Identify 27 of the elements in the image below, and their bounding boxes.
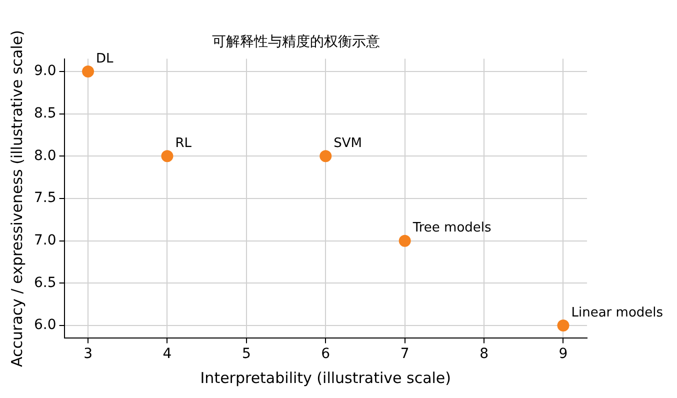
y-tick-label: 8.0: [34, 148, 56, 164]
annotation: Tree models: [412, 220, 492, 236]
annotation: DL: [96, 51, 114, 66]
y-tick-label: 8.5: [34, 105, 56, 122]
x-tick-label: 5: [242, 346, 251, 362]
annotation: Linear models: [571, 305, 664, 320]
annotation: SVM: [334, 136, 362, 152]
y-tick-label: 9.0: [34, 63, 56, 80]
y-axis-title: Accuracy / expressiveness (illustrative scale): [8, 30, 26, 367]
x-tick-label: 6: [321, 346, 330, 362]
x-tick-label: 3: [84, 346, 92, 362]
point: [161, 150, 174, 162]
x-tick-label: 9: [558, 346, 568, 362]
point: [398, 234, 411, 247]
x-tick-label: 8: [480, 346, 488, 362]
x-tick-label: 4: [162, 346, 172, 362]
chart-title: 可解释性与精度的权衡示意: [212, 34, 380, 50]
point: [82, 66, 94, 78]
point: [320, 150, 332, 162]
y-tick-label: 7.0: [34, 232, 56, 248]
y-tick-label: 7.5: [34, 190, 56, 206]
x-axis-title: Interpretability (illustrative scale): [200, 368, 452, 387]
x-tick-label: 7: [400, 346, 410, 362]
annotation: RL: [175, 136, 192, 152]
y-tick-label: 6.0: [34, 317, 56, 334]
point: [557, 320, 570, 332]
y-tick-label: 6.5: [34, 274, 56, 291]
